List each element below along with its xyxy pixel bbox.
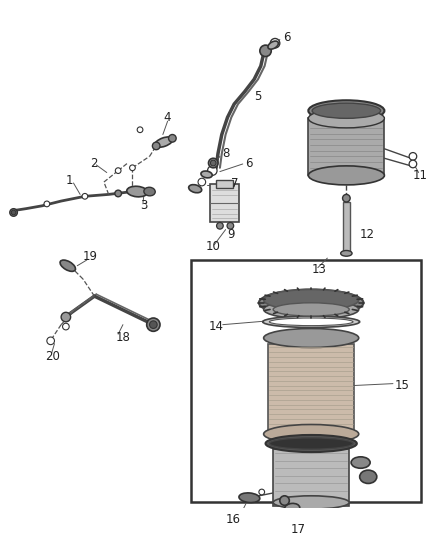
Text: 11: 11 bbox=[413, 169, 428, 182]
Ellipse shape bbox=[308, 100, 385, 121]
Text: 10: 10 bbox=[206, 240, 220, 253]
Circle shape bbox=[63, 323, 69, 330]
Text: 13: 13 bbox=[311, 263, 326, 276]
Text: 20: 20 bbox=[45, 350, 60, 362]
Circle shape bbox=[280, 496, 290, 505]
Circle shape bbox=[115, 190, 121, 197]
Bar bbox=[268, 344, 354, 434]
Ellipse shape bbox=[341, 251, 352, 256]
Circle shape bbox=[259, 489, 265, 495]
Bar bbox=[210, 184, 239, 222]
Text: 14: 14 bbox=[208, 320, 223, 333]
Circle shape bbox=[47, 337, 54, 345]
Circle shape bbox=[198, 178, 206, 186]
Text: 5: 5 bbox=[254, 90, 261, 103]
Circle shape bbox=[208, 158, 218, 168]
Circle shape bbox=[227, 222, 234, 229]
Ellipse shape bbox=[264, 289, 359, 310]
Circle shape bbox=[409, 160, 417, 168]
Circle shape bbox=[169, 134, 176, 142]
Text: 12: 12 bbox=[360, 228, 374, 241]
Text: 16: 16 bbox=[226, 513, 240, 526]
Bar bbox=[273, 449, 349, 506]
Bar bbox=[308, 118, 385, 175]
Text: 1: 1 bbox=[66, 174, 74, 187]
Bar bbox=[191, 260, 421, 502]
Ellipse shape bbox=[273, 303, 349, 316]
Ellipse shape bbox=[268, 41, 279, 49]
Circle shape bbox=[11, 210, 16, 215]
Ellipse shape bbox=[269, 318, 353, 326]
Circle shape bbox=[130, 165, 135, 171]
Text: 17: 17 bbox=[290, 522, 305, 533]
Text: 8: 8 bbox=[222, 147, 229, 160]
Circle shape bbox=[210, 160, 216, 166]
Text: 3: 3 bbox=[140, 199, 148, 212]
Ellipse shape bbox=[264, 424, 359, 443]
Circle shape bbox=[152, 142, 160, 150]
Ellipse shape bbox=[259, 289, 364, 316]
Circle shape bbox=[61, 312, 71, 322]
Ellipse shape bbox=[360, 470, 377, 483]
Text: 18: 18 bbox=[115, 330, 130, 344]
Circle shape bbox=[82, 193, 88, 199]
Circle shape bbox=[115, 168, 121, 173]
Ellipse shape bbox=[201, 171, 212, 178]
Ellipse shape bbox=[308, 109, 385, 128]
Circle shape bbox=[147, 318, 160, 332]
Circle shape bbox=[260, 45, 271, 56]
Ellipse shape bbox=[273, 496, 349, 509]
Circle shape bbox=[10, 208, 18, 216]
Ellipse shape bbox=[155, 137, 173, 147]
Ellipse shape bbox=[144, 187, 155, 196]
Circle shape bbox=[149, 321, 157, 328]
Text: 2: 2 bbox=[90, 157, 97, 169]
Ellipse shape bbox=[263, 316, 360, 327]
Circle shape bbox=[208, 166, 217, 175]
Text: 4: 4 bbox=[164, 111, 171, 124]
Ellipse shape bbox=[127, 186, 148, 197]
Text: 6: 6 bbox=[245, 157, 252, 169]
Ellipse shape bbox=[264, 300, 359, 319]
Circle shape bbox=[137, 127, 143, 133]
Ellipse shape bbox=[265, 435, 357, 452]
Text: 9: 9 bbox=[227, 228, 235, 241]
Text: 7: 7 bbox=[231, 177, 239, 190]
Circle shape bbox=[409, 152, 417, 160]
Circle shape bbox=[343, 195, 350, 202]
Ellipse shape bbox=[285, 503, 300, 513]
Ellipse shape bbox=[312, 103, 381, 118]
Ellipse shape bbox=[264, 328, 359, 348]
Text: 19: 19 bbox=[83, 249, 98, 263]
Ellipse shape bbox=[189, 184, 201, 193]
Bar bbox=[343, 202, 350, 254]
Ellipse shape bbox=[308, 166, 385, 185]
Circle shape bbox=[216, 222, 223, 229]
Ellipse shape bbox=[239, 493, 260, 503]
Bar bbox=[216, 180, 233, 188]
Ellipse shape bbox=[351, 457, 370, 468]
Text: 6: 6 bbox=[283, 31, 290, 44]
Ellipse shape bbox=[60, 260, 75, 271]
Text: 15: 15 bbox=[395, 379, 410, 392]
Ellipse shape bbox=[269, 438, 353, 449]
Circle shape bbox=[270, 38, 280, 48]
Circle shape bbox=[44, 201, 49, 207]
